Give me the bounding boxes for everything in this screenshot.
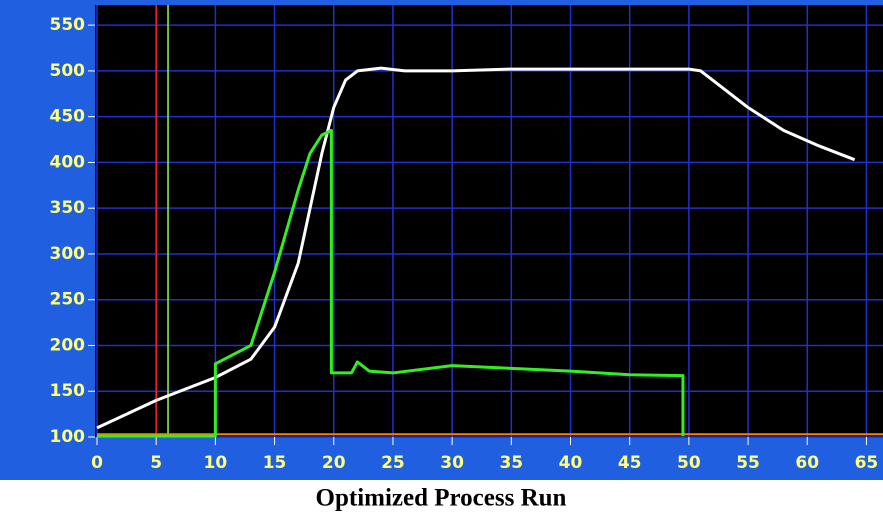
x-tick-label: 20 (322, 453, 346, 473)
plot-area (95, 5, 883, 437)
x-tick-label: 45 (618, 453, 642, 473)
x-tick-label: 50 (677, 453, 701, 473)
y-tick-label: 150 (50, 381, 86, 401)
x-tick-label: 0 (91, 453, 103, 473)
y-tick-label: 100 (50, 427, 86, 447)
x-tick-label: 40 (559, 453, 583, 473)
y-tick-label: 300 (50, 244, 86, 264)
series-line (96, 66, 856, 430)
x-tick-label: 35 (499, 453, 523, 473)
x-tick-label: 55 (736, 453, 760, 473)
chart-title: Optimized Process Run (316, 485, 567, 512)
x-tick-label: 15 (263, 453, 287, 473)
x-tick-label: 65 (855, 453, 879, 473)
y-tick-label: 250 (50, 290, 86, 310)
x-tick-label: 5 (150, 453, 162, 473)
y-tick-label: 550 (50, 15, 86, 35)
x-tick-label: 10 (204, 453, 228, 473)
y-tick-label: 350 (50, 198, 86, 218)
x-tick-label: 25 (381, 453, 405, 473)
series-line (97, 128, 685, 438)
y-tick-label: 400 (50, 152, 86, 172)
y-tick-label: 500 (50, 61, 86, 81)
x-tick-label: 30 (440, 453, 464, 473)
y-tick-label: 450 (50, 107, 86, 127)
x-tick-label: 60 (795, 453, 819, 473)
y-tick-label: 200 (50, 335, 86, 355)
